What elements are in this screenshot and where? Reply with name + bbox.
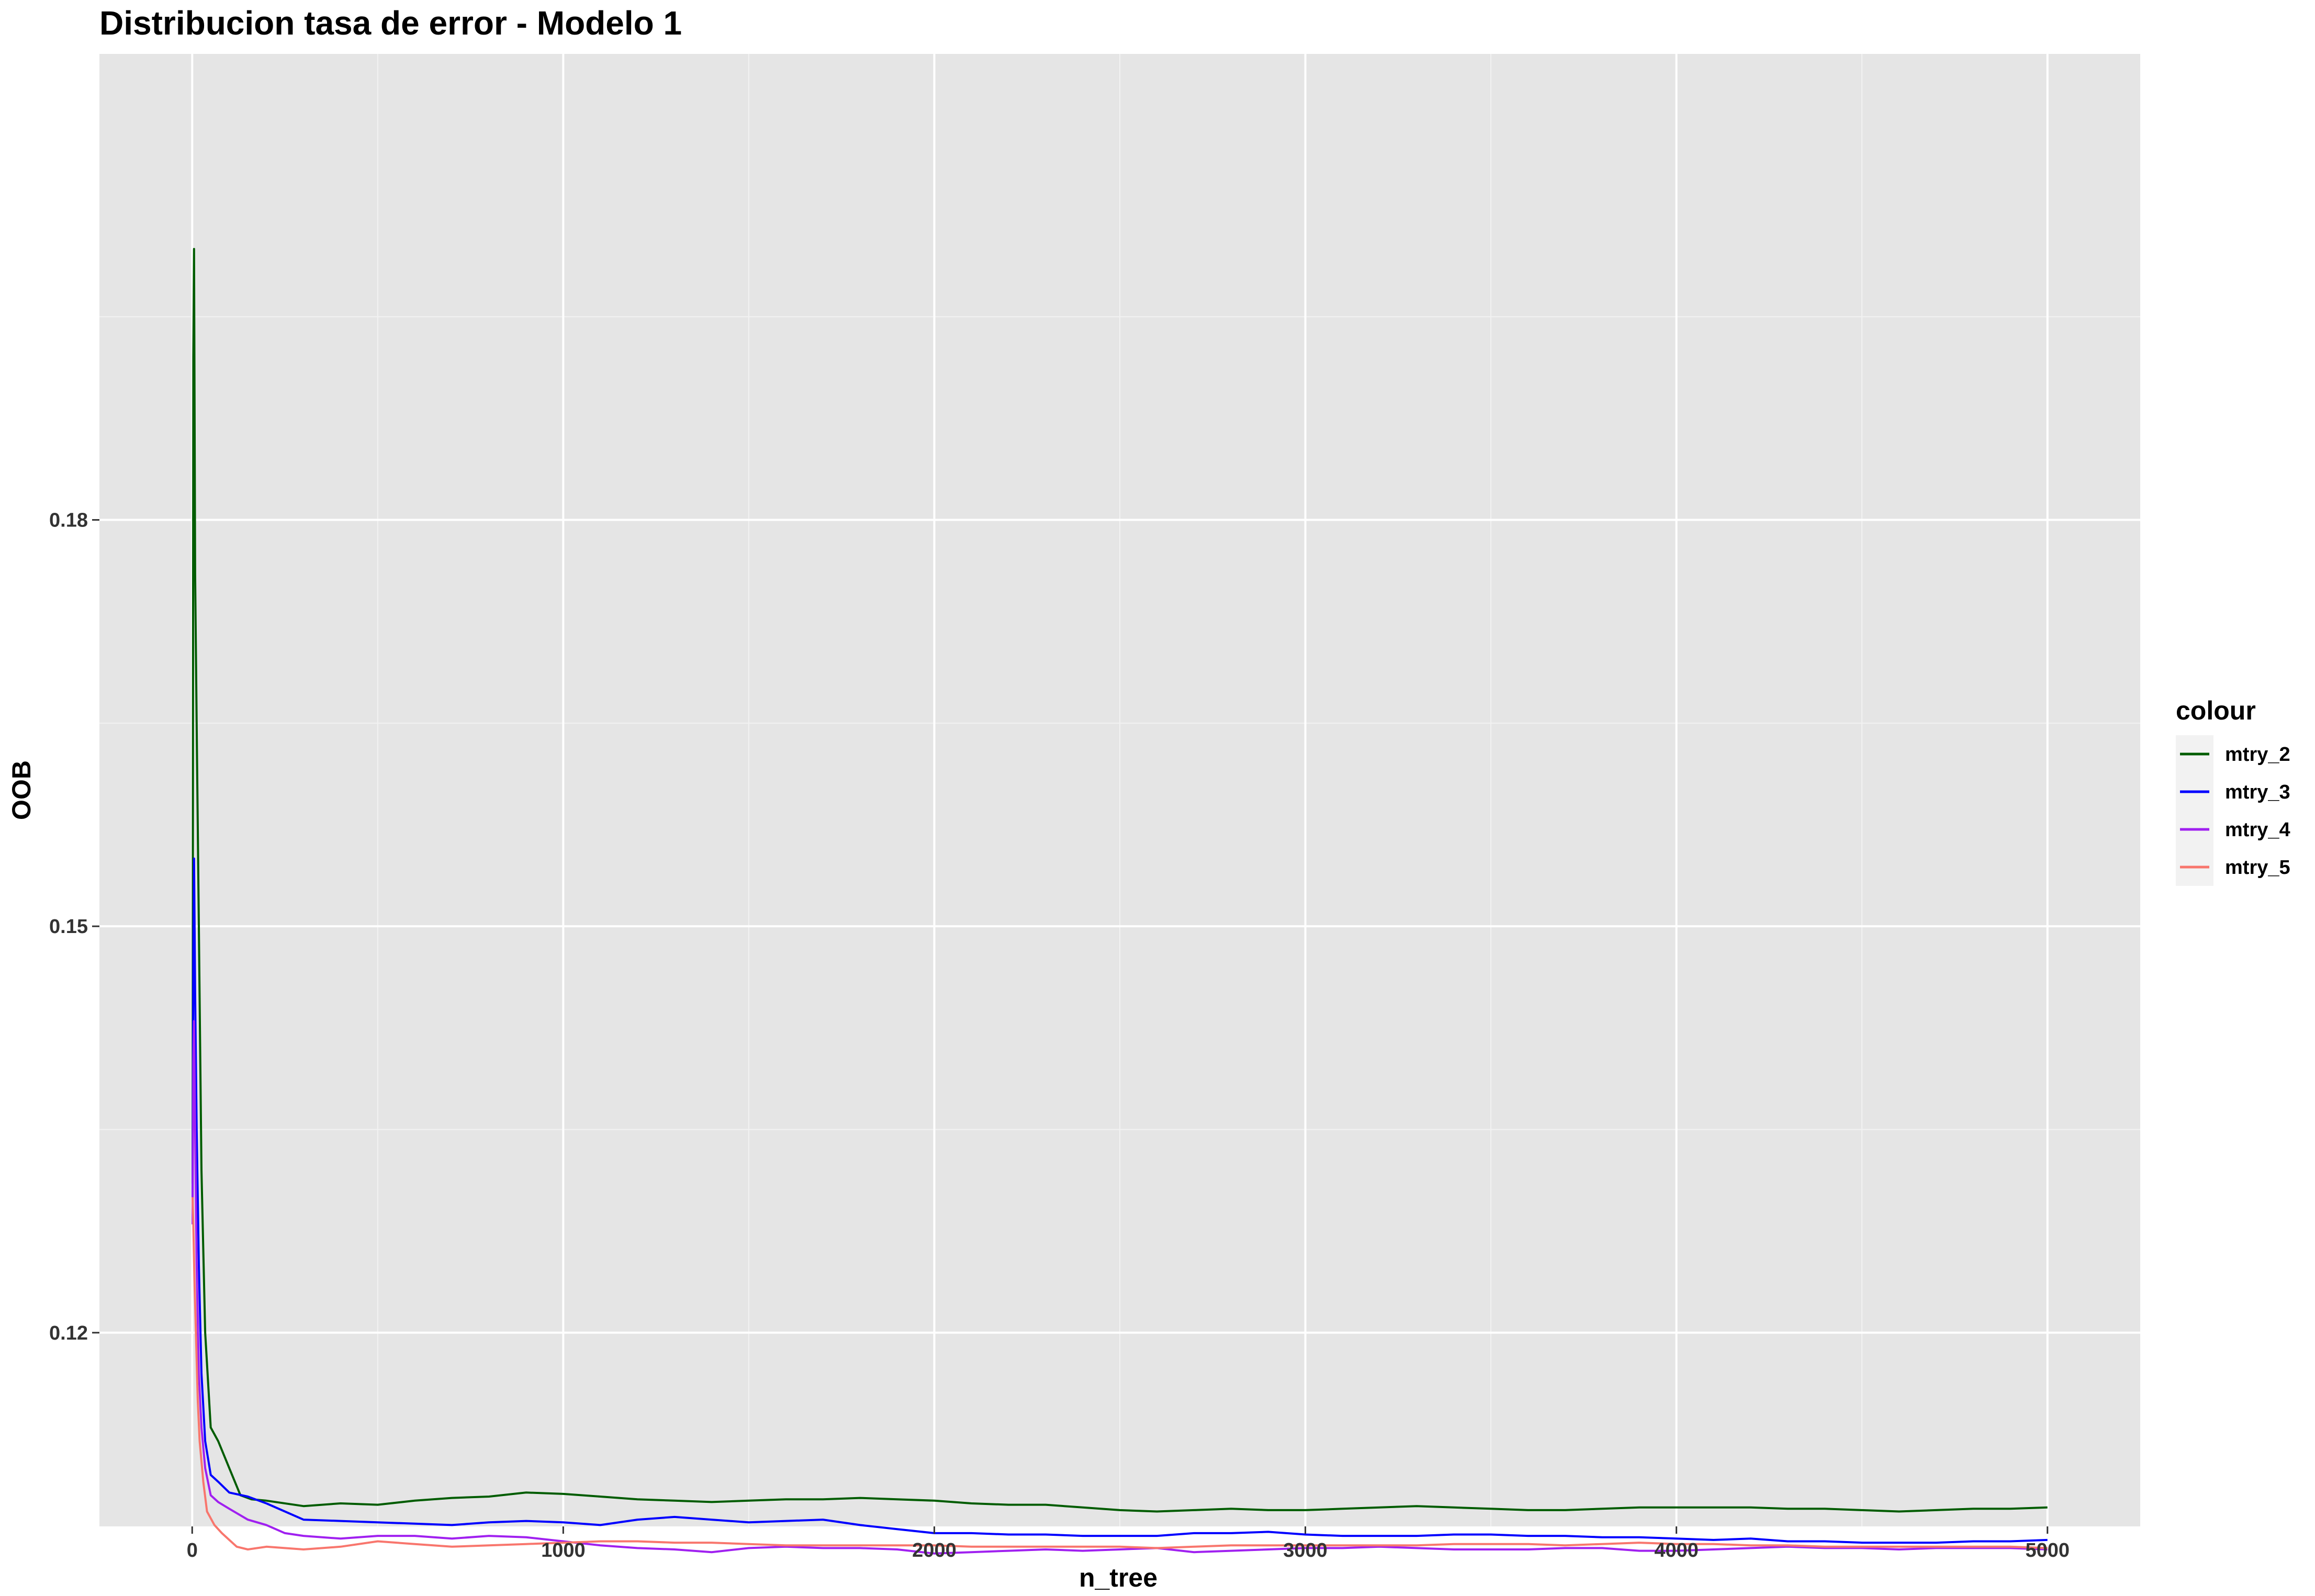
series-line-mtry_4: [192, 1020, 2048, 1555]
legend: colour mtry_2 mtry_3 mtry_4 mtry_5: [2176, 696, 2290, 886]
legend-title: colour: [2176, 696, 2256, 725]
plot-panel: [99, 54, 2140, 1555]
x-tick-label: 3000: [1283, 1539, 1328, 1561]
legend-label: mtry_3: [2225, 781, 2290, 803]
legend-label: mtry_4: [2225, 819, 2290, 841]
y-tick-label: 0.18: [49, 510, 88, 532]
y-tick-label: 0.12: [49, 1322, 88, 1344]
x-axis-title: n_tree: [1079, 1563, 1158, 1592]
series-line-mtry_5: [192, 1197, 2048, 1550]
series-line-mtry_2: [192, 248, 2048, 1513]
y-axis-title: OOB: [7, 760, 36, 820]
x-tick-label: 1000: [541, 1539, 586, 1561]
legend-label: mtry_5: [2225, 857, 2290, 879]
x-axis: 0 1000 2000 3000 4000 5000: [187, 1526, 2070, 1561]
y-axis: 0.12 0.15 0.18: [49, 510, 99, 1344]
x-tick-label: 2000: [912, 1539, 957, 1561]
x-tick-label: 4000: [1654, 1539, 1699, 1561]
chart-title: Distribucion tasa de error - Modelo 1: [99, 4, 682, 42]
legend-label: mtry_2: [2225, 744, 2290, 766]
x-tick-label: 5000: [2025, 1539, 2070, 1561]
x-tick-label: 0: [187, 1539, 198, 1561]
y-tick-label: 0.15: [49, 916, 88, 938]
